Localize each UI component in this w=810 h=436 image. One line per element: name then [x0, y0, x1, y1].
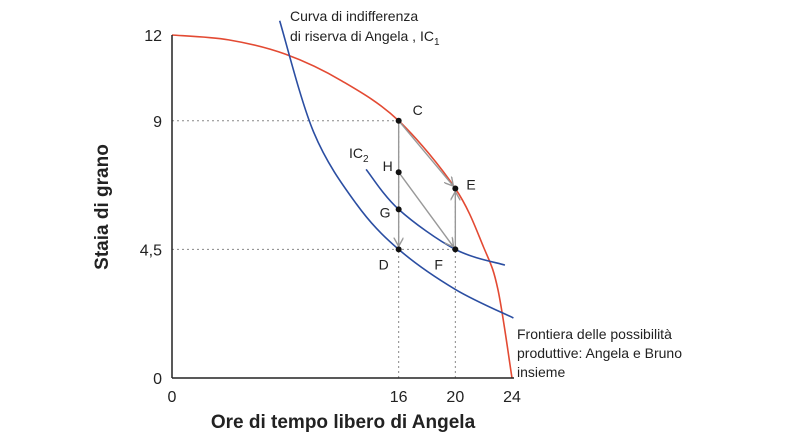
point-e	[452, 185, 459, 192]
y-tick-label: 12	[144, 28, 162, 45]
point-g	[395, 206, 402, 213]
ic2-annotation-main: IC	[349, 145, 363, 161]
y-tick-label: 9	[153, 114, 162, 131]
point-label-f: F	[434, 256, 443, 272]
x-tick-label: 20	[446, 389, 464, 406]
point-label-e: E	[466, 176, 475, 192]
arrow	[398, 171, 453, 246]
x-tick-label: 24	[503, 389, 521, 406]
frontier-annotation-line1: Frontiera delle possibilità	[517, 326, 672, 342]
point-label-c: C	[413, 102, 423, 118]
guide-lines	[172, 120, 456, 378]
point-label-h: H	[383, 158, 393, 174]
point-c	[395, 117, 402, 124]
y-tick-label: 0	[153, 371, 162, 388]
ic2-indifference-curve	[365, 168, 506, 266]
ic1-annotation-line2: di riserva di Angela , IC1	[290, 28, 440, 48]
curves	[171, 20, 514, 379]
frontier-annotation-line2: produttive: Angela e Bruno	[517, 345, 682, 361]
frontier-annotation-line3: insieme	[517, 364, 565, 380]
points: C H G D E F	[379, 102, 476, 273]
x-tick-label: 0	[168, 389, 177, 406]
ic2-annotation-subscript: 2	[363, 154, 369, 165]
arrows	[398, 120, 456, 250]
point-d	[395, 246, 402, 253]
x-axis-title: Ore di tempo libero di Angela	[211, 412, 476, 433]
production-possibility-frontier	[171, 34, 513, 379]
y-axis-title: Staia di grano	[92, 144, 113, 270]
ic2-annotation: IC2	[349, 145, 369, 165]
x-tick-label: 16	[390, 389, 408, 406]
arrow	[398, 120, 453, 186]
y-tick-label: 4,5	[140, 242, 162, 259]
point-label-g: G	[380, 204, 391, 220]
ic1-annotation-line1: Curva di indifferenza	[290, 8, 418, 24]
ic1-indifference-curve	[278, 20, 514, 319]
point-label-d: D	[379, 256, 389, 272]
ic1-annotation-subscript: 1	[434, 37, 440, 48]
ic1-annotation-main: di riserva di Angela , IC	[290, 28, 434, 44]
point-f	[452, 246, 459, 253]
point-h	[395, 169, 402, 176]
